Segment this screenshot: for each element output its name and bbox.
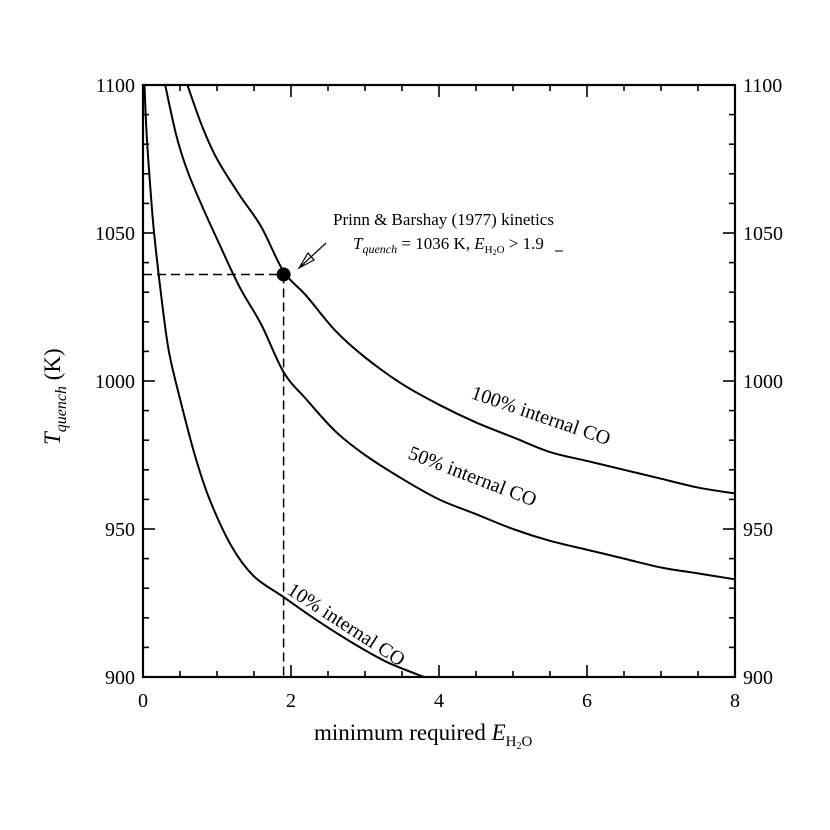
series-line-1 bbox=[164, 84, 736, 581]
axis-ticks bbox=[142, 84, 736, 678]
y-tick-label-left: 900 bbox=[105, 667, 135, 689]
series-lines bbox=[143, 84, 736, 678]
x-tick-label: 4 bbox=[434, 690, 444, 712]
y-tick-label-left: 1100 bbox=[96, 75, 135, 97]
series-label-100: 100% internal CO bbox=[468, 382, 613, 450]
x-tick-label: 6 bbox=[582, 690, 592, 712]
series-line-2 bbox=[143, 84, 425, 678]
y-axis-title: Tquench (K) bbox=[40, 348, 70, 445]
annotation-arrow bbox=[297, 242, 327, 270]
x-tick-label: 8 bbox=[730, 690, 740, 712]
y-tick-label-right: 950 bbox=[743, 519, 773, 541]
series-line-0 bbox=[186, 84, 736, 495]
series-label-10: 10% internal CO bbox=[283, 579, 409, 671]
dashed-guides bbox=[143, 273, 285, 677]
x-tick-label: 2 bbox=[286, 690, 296, 712]
x-tick-label: 0 bbox=[138, 690, 148, 712]
plot-frame bbox=[141, 83, 737, 679]
annotation-line-1: Prinn & Barshay (1977) kinetics bbox=[333, 210, 554, 229]
y-tick-label-right: 1050 bbox=[743, 223, 783, 245]
series-label-50: 50% internal CO bbox=[405, 442, 539, 511]
y-tick-label-left: 1050 bbox=[95, 223, 135, 245]
y-tick-label-left: 950 bbox=[105, 519, 135, 541]
y-tick-label-right: 1100 bbox=[743, 75, 782, 97]
y-tick-label-right: 1000 bbox=[743, 371, 783, 393]
annotation-line-2: Tquench = 1036 K, EH2O > 1.9 bbox=[353, 234, 544, 257]
y-tick-label-left: 1000 bbox=[95, 371, 135, 393]
x-axis-title: minimum required EH2O bbox=[314, 720, 532, 752]
quench-point-marker bbox=[276, 267, 291, 282]
y-tick-label-right: 900 bbox=[743, 667, 773, 689]
